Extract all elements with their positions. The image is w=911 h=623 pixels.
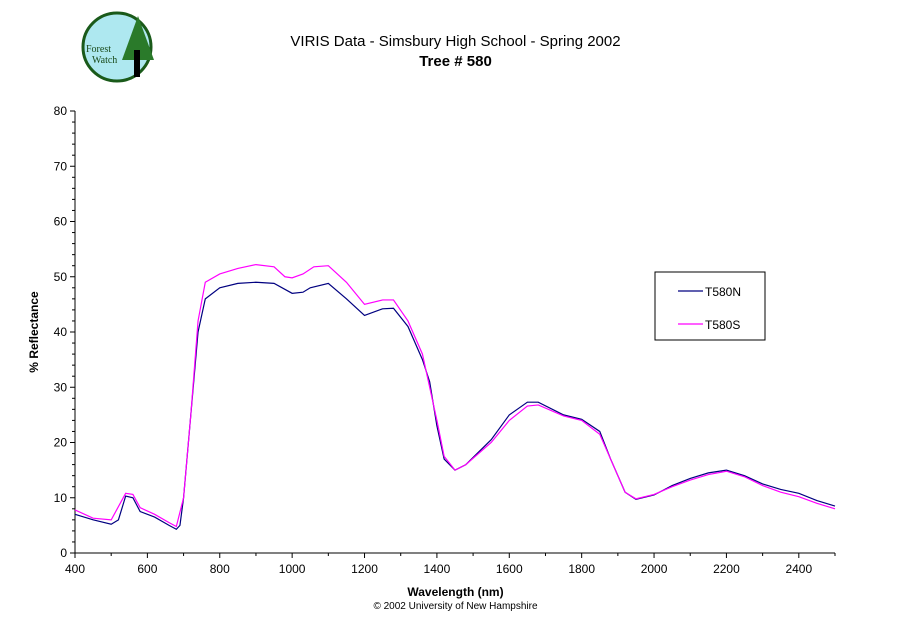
x-tick-label: 1800 [568,562,595,576]
y-tick-label: 60 [54,215,68,229]
x-tick-label: 600 [137,562,157,576]
y-tick-label: 0 [60,546,67,560]
legend-label-T580N: T580N [705,285,741,299]
y-tick-label: 20 [54,436,68,450]
svg-text:Forest: Forest [86,44,111,55]
y-axis-label: % Reflectance [27,291,41,373]
x-tick-label: 1600 [496,562,523,576]
chart-subtitle: Tree # 580 [419,53,492,70]
y-tick-label: 30 [54,380,68,394]
x-tick-label: 800 [210,562,230,576]
y-tick-label: 80 [54,104,68,118]
x-tick-label: 2400 [785,562,812,576]
legend-box [654,271,766,341]
copyright: © 2002 University of New Hampshire [373,601,538,612]
series-line-T580S [74,263,836,528]
y-tick-label: 70 [54,159,68,173]
chart-title: VIRIS Data - Simsbury High School - Spri… [290,33,621,50]
x-tick-label: 2000 [641,562,668,576]
y-tick-label: 10 [54,491,68,505]
x-axis-label: Wavelength (nm) [407,585,504,599]
svg-text:Watch: Watch [92,55,117,66]
y-tick-label: 40 [54,325,68,339]
x-tick-label: 400 [65,562,85,576]
x-tick-label: 1200 [351,562,378,576]
legend-label-T580S: T580S [705,318,740,332]
x-tick-label: 1400 [424,562,451,576]
series-line-T580N [74,281,836,530]
x-tick-label: 2200 [713,562,740,576]
x-tick-label: 1000 [279,562,306,576]
y-tick-label: 50 [54,270,68,284]
